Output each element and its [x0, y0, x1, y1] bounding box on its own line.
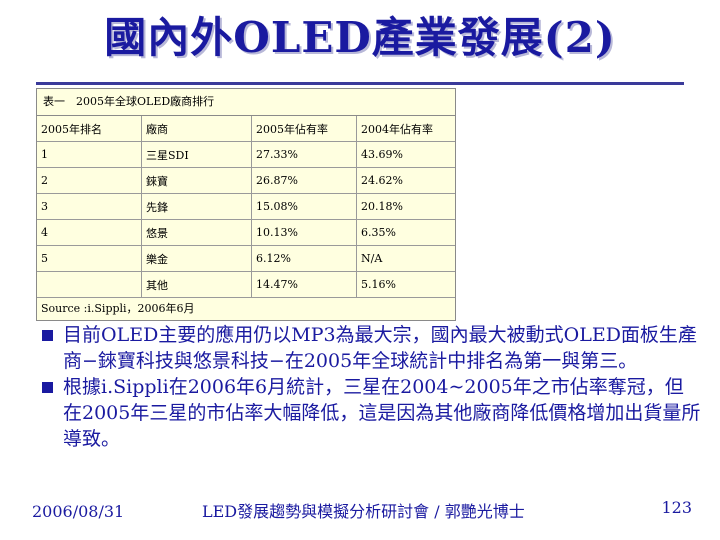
table-caption: 表一 2005年全球OLED廠商排行: [37, 89, 455, 116]
square-bullet-icon: [42, 330, 53, 341]
table-cell: 三星SDI: [141, 141, 252, 168]
table-cell: 3: [37, 193, 142, 220]
slide-footer: 2006/08/31 LED發展趨勢與模擬分析研討會 / 郭艷光博士 123: [0, 496, 720, 526]
table-cell: 悠景: [141, 219, 252, 246]
table-cell: [37, 271, 142, 298]
table-cell: 5.16%: [356, 271, 455, 298]
bullet-item: 根據i.Sippli在2006年6月統計，三星在2004∼2005年之市佔率奪冠…: [42, 374, 702, 452]
table-cell: 6.35%: [356, 219, 455, 246]
table-row: 5 樂金 6.12% N/A: [37, 245, 455, 272]
footer-date: 2006/08/31: [32, 502, 125, 521]
table-row: 1 三星SDI 27.33% 43.69%: [37, 141, 455, 168]
header-cell: 2005年排名: [37, 116, 142, 142]
table-cell: 2: [37, 167, 142, 194]
table-row: 4 悠景 10.13% 6.35%: [37, 219, 455, 246]
table-cell: 樂金: [141, 245, 252, 272]
table-row: 2 錸寶 26.87% 24.62%: [37, 167, 455, 194]
header-cell: 2004年佔有率: [356, 116, 455, 142]
footer-event-title: LED發展趨勢與模擬分析研討會 / 郭艷光博士: [202, 502, 525, 521]
table-cell: 錸寶: [141, 167, 252, 194]
bullet-item: 目前OLED主要的應用仍以MP3為最大宗，國內最大被動式OLED面板生產商−錸寶…: [42, 322, 702, 374]
table-header-row: 2005年排名 廠商 2005年佔有率 2004年佔有率: [37, 116, 455, 142]
title-divider: [36, 82, 684, 85]
header-cell: 廠商: [141, 116, 252, 142]
table-row: 3 先鋒 15.08% 20.18%: [37, 193, 455, 220]
table-cell: 24.62%: [356, 167, 455, 194]
bullet-text: 目前OLED主要的應用仍以MP3為最大宗，國內最大被動式OLED面板生產商−錸寶…: [63, 324, 697, 372]
bullet-text: 根據i.Sippli在2006年6月統計，三星在2004∼2005年之市佔率奪冠…: [63, 376, 701, 450]
table-cell: 20.18%: [356, 193, 455, 220]
square-bullet-icon: [42, 382, 53, 393]
table-source-note: Source :i.Sippli，2006年6月: [41, 302, 195, 315]
table-cell: 43.69%: [356, 141, 455, 168]
page-title: 國內外OLED產業發展(2): [104, 13, 616, 62]
table-cell: 15.08%: [251, 193, 357, 220]
table-cell: N/A: [356, 245, 455, 272]
bullet-list: 目前OLED主要的應用仍以MP3為最大宗，國內最大被動式OLED面板生產商−錸寶…: [42, 322, 702, 452]
slide-number: 123: [661, 498, 692, 517]
ranking-table: 表一 2005年全球OLED廠商排行 2005年排名 廠商 2005年佔有率 2…: [36, 88, 456, 321]
table-cell: 4: [37, 219, 142, 246]
table-cell: 27.33%: [251, 141, 357, 168]
table-row: 其他 14.47% 5.16%: [37, 271, 455, 298]
table-cell: 6.12%: [251, 245, 357, 272]
header-cell: 2005年佔有率: [251, 116, 357, 142]
table-cell: 先鋒: [141, 193, 252, 220]
ranking-grid: 2005年排名 廠商 2005年佔有率 2004年佔有率 1 三星SDI 27.…: [37, 116, 455, 298]
table-cell: 14.47%: [251, 271, 357, 298]
table-cell: 1: [37, 141, 142, 168]
table-cell: 5: [37, 245, 142, 272]
table-cell: 其他: [141, 271, 252, 298]
table-cell: 10.13%: [251, 219, 357, 246]
table-cell: 26.87%: [251, 167, 357, 194]
